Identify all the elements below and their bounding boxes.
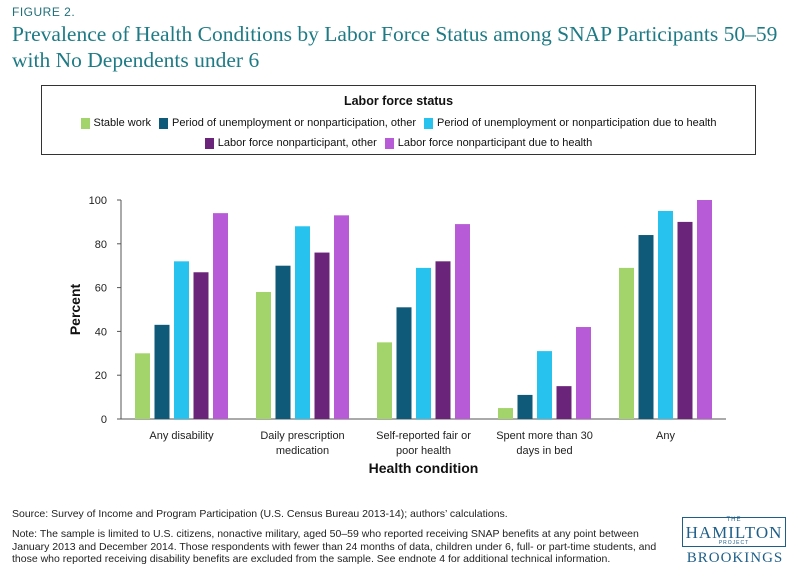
x-tick-label: medication	[276, 445, 329, 457]
hamilton-project-logo: THE HAMILTON PROJECT	[682, 517, 786, 547]
legend-label: Labor force nonparticipant due to health	[397, 137, 593, 149]
bar	[213, 213, 228, 419]
x-tick-label: Spent more than 30	[496, 430, 593, 442]
bar	[658, 210, 673, 419]
y-tick-label: 100	[89, 195, 107, 207]
bar	[275, 265, 291, 419]
bar	[174, 261, 189, 419]
bar	[135, 353, 150, 419]
bar	[576, 327, 591, 419]
chart-title: Prevalence of Health Conditions by Labor…	[12, 22, 778, 72]
x-tick-label: Any disability	[149, 430, 214, 442]
legend-item-nonparticipant-other: Labor force nonparticipant, other	[204, 137, 377, 149]
bar	[416, 267, 431, 419]
legend-swatch	[424, 117, 433, 129]
x-tick-label: Daily prescription	[260, 430, 344, 442]
bar	[193, 272, 209, 419]
legend-label: Labor force nonparticipant, other	[217, 137, 377, 149]
bar	[396, 307, 412, 419]
y-tick-label: 20	[95, 370, 107, 382]
methodology-note: Note: The sample is limited to U.S. citi…	[12, 528, 657, 565]
bar	[314, 252, 330, 419]
x-tick-label: poor health	[396, 445, 451, 457]
logo-hamilton-text: HAMILTON	[685, 523, 783, 542]
legend-title: Labor force status	[343, 94, 454, 108]
legend: Labor force status Stable work Period of…	[41, 85, 756, 155]
bar-chart: 0 20 40 60 80 100 Percent Any disability Daily p…	[67, 195, 726, 476]
legend-label: Period of unemployment or nonparticipati…	[172, 117, 416, 129]
y-tick-label: 40	[95, 326, 107, 338]
legend-swatch	[384, 137, 394, 149]
bar	[498, 408, 513, 419]
source-note: Source: Survey of Income and Program Par…	[12, 508, 508, 520]
brookings-logo: BROOKINGS	[686, 550, 784, 566]
bar	[697, 200, 712, 419]
x-tick-label: days in bed	[516, 445, 572, 457]
bar	[256, 291, 271, 419]
bar	[677, 221, 693, 419]
legend-swatch	[159, 117, 169, 129]
bar	[154, 324, 170, 419]
y-tick-label: 60	[95, 283, 107, 295]
bar	[377, 342, 392, 419]
bar	[517, 394, 533, 419]
bar	[619, 267, 634, 419]
legend-row-1: Stable work Period of unemployment or no…	[42, 117, 755, 129]
logo-the-text: THE	[726, 517, 742, 523]
bar	[638, 235, 654, 419]
legend-label: Period of unemployment or nonparticipati…	[437, 117, 717, 129]
bar	[455, 224, 470, 419]
legend-swatch	[80, 117, 90, 129]
legend-item-nonparticipant-health: Labor force nonparticipant due to health	[384, 137, 593, 149]
y-axis-label: Percent	[67, 283, 83, 335]
x-tick-label: Self-reported fair or	[376, 430, 471, 442]
y-tick-label: 80	[95, 239, 107, 251]
legend-item-stable-work: Stable work	[80, 117, 152, 129]
y-tick-label: 0	[101, 414, 107, 426]
legend-item-unemployment-health: Period of unemployment or nonparticipati…	[424, 117, 716, 129]
x-tick-label: Any	[656, 430, 675, 442]
legend-label: Stable work	[93, 117, 152, 129]
figure-label: FIGURE 2.	[12, 5, 76, 19]
legend-swatch	[204, 137, 214, 149]
logo-project-text: PROJECT	[718, 540, 750, 546]
bar	[295, 226, 310, 419]
bar	[334, 215, 349, 419]
legend-row-2: Labor force nonparticipant, other Labor …	[42, 137, 755, 149]
x-axis-label: Health condition	[369, 460, 479, 476]
legend-item-unemployment-other: Period of unemployment or nonparticipati…	[159, 117, 416, 129]
bar	[556, 386, 572, 419]
bar	[435, 261, 451, 419]
bar	[537, 351, 552, 419]
